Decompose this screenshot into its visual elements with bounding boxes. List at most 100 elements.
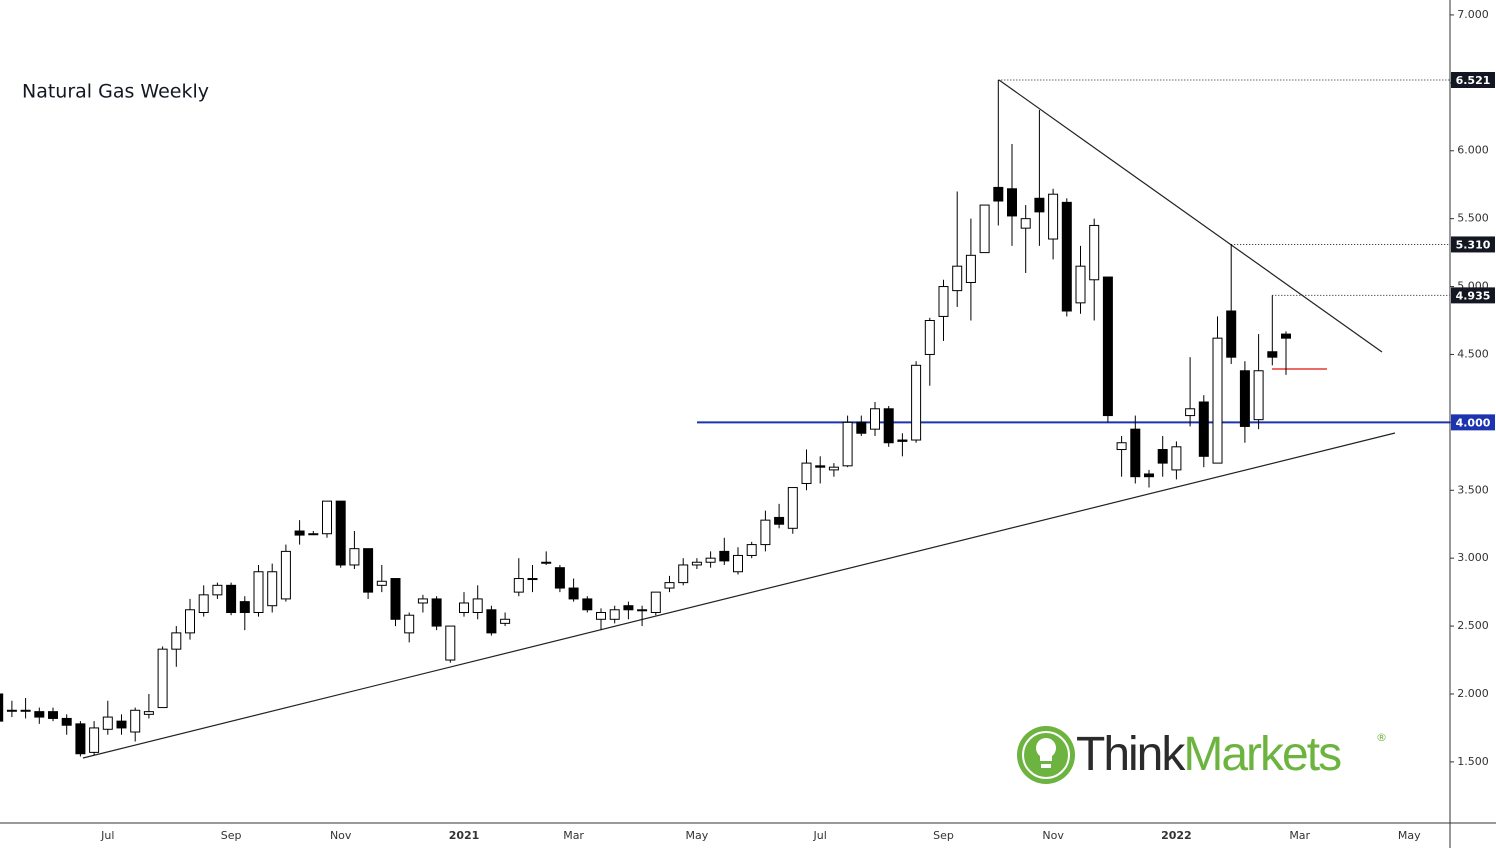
x-tick-label: Mar — [563, 829, 584, 842]
candle-body — [554, 567, 565, 589]
x-tick-label: 2022 — [1161, 829, 1192, 842]
candle-body — [568, 587, 579, 600]
candle-body — [965, 254, 976, 283]
y-tick-label: 2.500 — [1457, 619, 1489, 632]
y-tick-label: 6.000 — [1457, 144, 1489, 157]
candle-body — [404, 614, 415, 634]
candle-body — [1239, 370, 1250, 427]
candle-body — [678, 564, 689, 584]
candle-body — [1034, 197, 1045, 213]
candle-body — [171, 632, 182, 650]
candle-body — [1048, 193, 1059, 240]
candle-body — [897, 439, 908, 442]
candle-body — [198, 594, 209, 613]
x-tick-label: Mar — [1289, 829, 1310, 842]
x-tick-label: Jul — [100, 829, 114, 842]
candle-body — [1007, 188, 1017, 217]
level-label-bg — [1451, 287, 1495, 304]
candle-body — [1185, 408, 1196, 417]
chart-title: Natural Gas Weekly — [22, 81, 209, 103]
candle-body — [609, 609, 620, 620]
logo-bulb — [1036, 738, 1056, 768]
candle-body — [0, 693, 4, 722]
resistance-trendline — [998, 79, 1383, 353]
candle-body — [253, 571, 264, 613]
candle-body — [527, 578, 538, 581]
candle-body — [1102, 276, 1113, 417]
candle-body — [513, 578, 524, 593]
candle-body — [582, 598, 593, 611]
logo-registered: ® — [1376, 731, 1387, 744]
x-tick-label: Sep — [221, 829, 242, 842]
level-label-bg — [1451, 71, 1495, 88]
y-tick-label: 2.000 — [1457, 687, 1489, 700]
candle-body — [993, 186, 1004, 202]
candle-body — [979, 204, 990, 254]
candle-body — [1020, 218, 1031, 229]
candle-body — [911, 364, 922, 441]
candle-body — [1157, 449, 1168, 464]
candle-body — [322, 500, 332, 535]
candle-body — [445, 625, 456, 661]
candle-body — [1130, 428, 1141, 478]
candle-body — [363, 548, 374, 593]
candle-body — [952, 265, 963, 292]
candle-body — [924, 320, 935, 355]
candle-body — [760, 519, 771, 546]
candle-body — [746, 544, 757, 556]
candle-body — [856, 421, 867, 434]
candle-body — [61, 717, 72, 726]
candle-body — [486, 609, 497, 634]
x-axis-bg — [0, 823, 1496, 848]
candle-body — [691, 561, 702, 566]
candle-body — [1212, 337, 1223, 464]
candle-body — [1116, 442, 1127, 451]
candle-body — [1171, 446, 1182, 471]
candle-body — [1089, 224, 1100, 281]
x-tick-label: Nov — [330, 829, 352, 842]
candle-body — [596, 611, 606, 620]
candle-body — [637, 609, 648, 612]
candle-body — [1075, 265, 1086, 304]
candle-body — [157, 648, 168, 709]
candle-body — [883, 408, 894, 444]
y-tick-label: 3.000 — [1457, 551, 1489, 564]
y-tick-label: 1.500 — [1457, 755, 1489, 768]
candle-body — [267, 571, 278, 607]
support-trendline — [82, 432, 1396, 759]
candle-body — [48, 711, 58, 719]
candle-body — [390, 578, 401, 620]
logo: ThinkMarkets ® — [1017, 726, 1387, 784]
candle-body — [1253, 370, 1264, 421]
candle-body — [130, 709, 141, 733]
level-label: 5.310 — [1456, 238, 1491, 251]
candle-body — [185, 609, 195, 634]
level-label: 6.521 — [1456, 74, 1491, 87]
candle-body — [870, 408, 880, 430]
level-label-bg — [1451, 414, 1495, 431]
logo-think: Think — [1076, 728, 1186, 781]
logo-text: ThinkMarkets — [1076, 728, 1341, 781]
candle-body — [650, 591, 661, 613]
candle-body — [212, 584, 223, 596]
ticks: Jul Sep Nov 2021 Mar May Jul Sep Nov 2022 Mar May 1.… — [100, 8, 1495, 842]
candle-body — [664, 582, 675, 589]
candle-body — [280, 550, 291, 600]
candle-body — [705, 557, 716, 563]
logo-markets: Markets — [1183, 728, 1341, 781]
candle-body — [349, 548, 360, 566]
candle-body — [417, 598, 428, 604]
level-label-bg — [1451, 236, 1495, 253]
candle-body — [75, 723, 86, 755]
candle-body — [34, 711, 45, 718]
candle-body — [733, 554, 743, 573]
level-label: 4.935 — [1456, 289, 1491, 302]
level-label: 4.000 — [1456, 416, 1491, 429]
candle-body — [308, 533, 319, 536]
candle-body — [801, 462, 812, 484]
x-tick-label: 2021 — [449, 829, 480, 842]
x-tick-label: Sep — [933, 829, 954, 842]
candle-body — [815, 465, 826, 468]
candle-body — [842, 421, 853, 467]
